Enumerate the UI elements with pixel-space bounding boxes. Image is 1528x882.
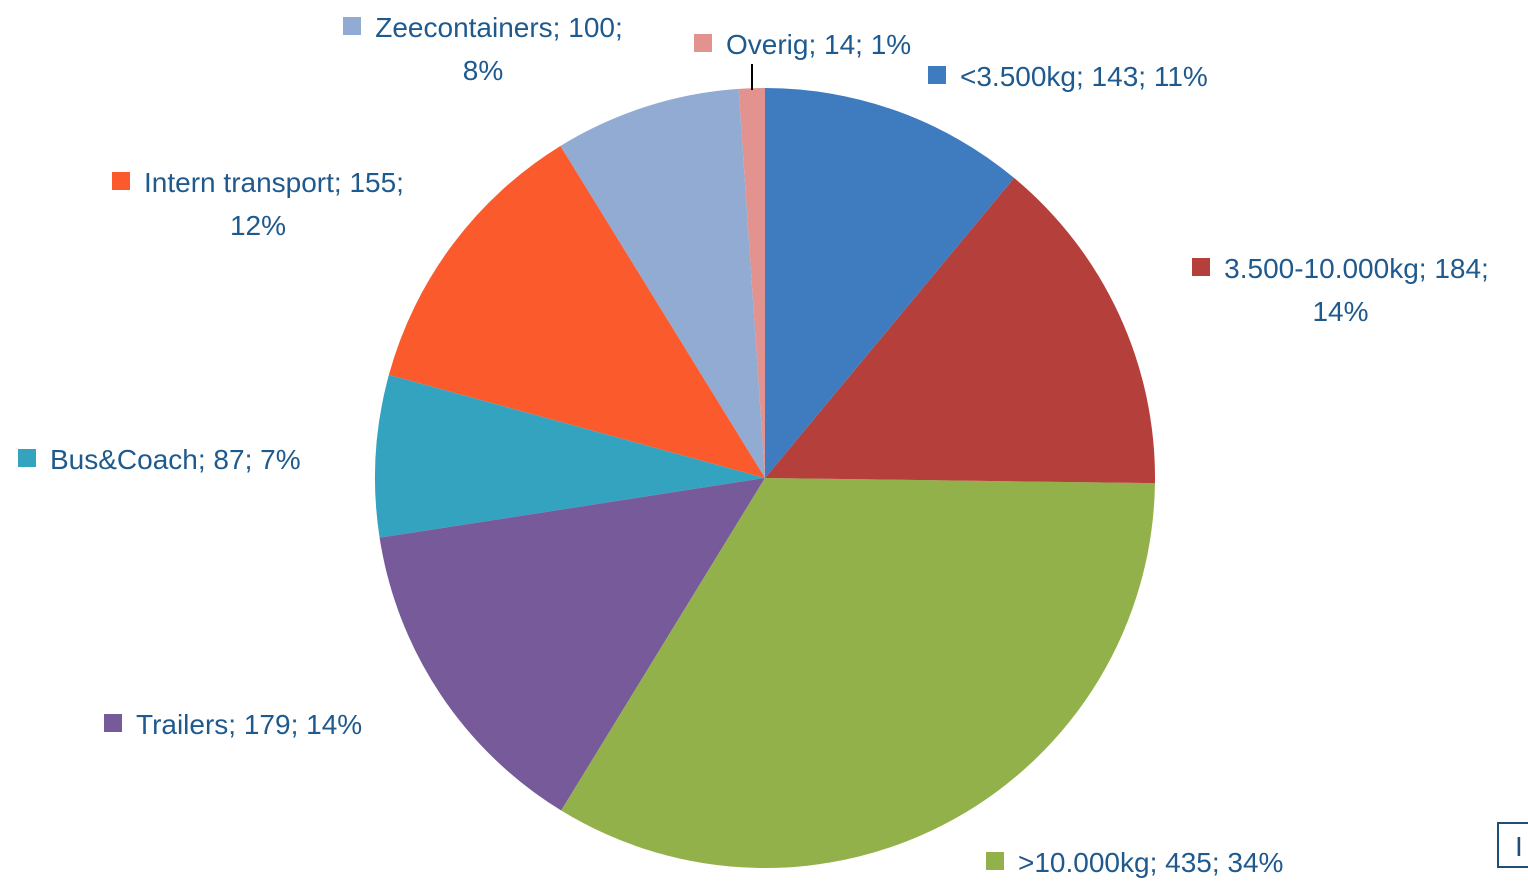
data-label: Overig; 14; 1% xyxy=(694,23,974,66)
data-label: Trailers; 179; 14% xyxy=(104,703,434,746)
pie-slice xyxy=(388,145,765,478)
pie-slice xyxy=(765,177,1155,484)
data-label: Bus&Coach; 87; 7% xyxy=(18,438,358,481)
label-text: Bus&Coach; 87; 7% xyxy=(50,444,301,475)
pie-slice xyxy=(375,374,765,538)
label-text: Zeecontainers; 100; 8% xyxy=(375,12,623,86)
label-text: Trailers; 179; 14% xyxy=(136,709,363,740)
label-text: Overig; 14; 1% xyxy=(726,29,912,60)
pie-slice xyxy=(560,88,765,479)
pie-slice xyxy=(561,478,1155,869)
label-text: 3.500-10.000kg; 184; 14% xyxy=(1224,253,1489,327)
legend-swatch xyxy=(104,714,122,732)
pie-slice xyxy=(765,88,1015,478)
data-label: Zeecontainers; 100; 8% xyxy=(298,6,668,92)
pie-slice xyxy=(738,88,765,478)
legend-swatch xyxy=(986,852,1004,870)
data-label: Intern transport; 155; 12% xyxy=(58,161,458,247)
data-label: <3.500kg; 143; 11% xyxy=(928,55,1288,98)
label-text: >10.000kg; 435; 34% xyxy=(1018,847,1284,878)
legend-swatch xyxy=(928,66,946,84)
legend-swatch xyxy=(112,172,131,190)
data-label: 3.500-10.000kg; 184; 14% xyxy=(1158,247,1523,333)
pie-slice xyxy=(379,478,765,811)
cut-off-box: I xyxy=(1497,822,1528,868)
legend-swatch xyxy=(18,449,36,467)
legend-swatch xyxy=(343,17,362,35)
data-label: >10.000kg; 435; 34% xyxy=(986,841,1356,882)
legend-swatch xyxy=(694,34,712,52)
legend-swatch xyxy=(1192,258,1211,276)
label-text: Intern transport; 155; 12% xyxy=(144,167,404,241)
label-text: <3.500kg; 143; 11% xyxy=(960,61,1208,92)
